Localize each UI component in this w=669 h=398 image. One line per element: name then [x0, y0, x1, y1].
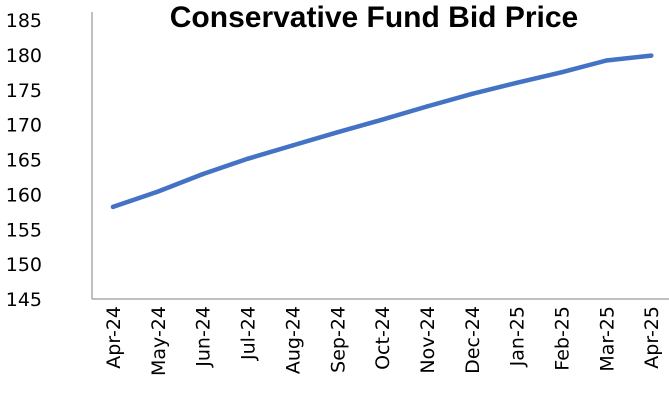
data-point [379, 117, 385, 122]
x-axis-ticks: Apr-24 May-24 Jun-24 Jul-24 Aug-24 Sep-24 Oct-… [103, 306, 663, 376]
data-point [604, 58, 609, 63]
x-tick-label: Oct-24 [372, 306, 394, 370]
y-tick-label: 160 [6, 184, 42, 206]
y-tick-label: 170 [6, 115, 42, 137]
data-point [200, 171, 205, 177]
data-point [649, 53, 654, 58]
x-tick-label: Jan-25 [507, 306, 529, 367]
x-tick-label: Feb-25 [552, 306, 574, 371]
x-tick-label: Jul-24 [238, 306, 260, 361]
chart-title: Conservative Fund Bid Price [170, 1, 578, 34]
chart-axes [91, 12, 669, 300]
y-tick-label: 145 [6, 289, 42, 311]
data-point [155, 189, 161, 194]
x-tick-label: Apr-24 [103, 306, 125, 369]
data-point [514, 80, 519, 85]
data-point [559, 70, 564, 75]
series-layer [110, 53, 654, 210]
data-point [290, 143, 295, 148]
x-tick-label: Dec-24 [462, 306, 484, 374]
series-line [110, 53, 654, 210]
data-point [335, 130, 340, 135]
x-tick-label: Jun-24 [193, 306, 215, 368]
y-tick-label: 165 [6, 150, 42, 172]
x-tick-label: Aug-24 [282, 306, 304, 374]
y-tick-label: 175 [6, 80, 42, 102]
y-tick-label: 180 [6, 45, 42, 67]
y-tick-label: 155 [6, 219, 42, 241]
data-point [245, 156, 250, 162]
y-tick-label: 150 [6, 254, 42, 276]
x-tick-label: May-24 [148, 306, 170, 376]
data-point [469, 91, 474, 97]
x-tick-label: Mar-25 [596, 306, 618, 372]
data-point [110, 204, 116, 210]
x-tick-label: Nov-24 [417, 306, 439, 374]
x-tick-label: Apr-25 [641, 306, 663, 369]
y-axis-ticks: 145 150 155 160 165 170 175 180 185 [6, 10, 42, 311]
data-point [424, 104, 430, 109]
x-tick-label: Sep-24 [327, 306, 349, 373]
y-tick-label: 185 [6, 10, 42, 32]
